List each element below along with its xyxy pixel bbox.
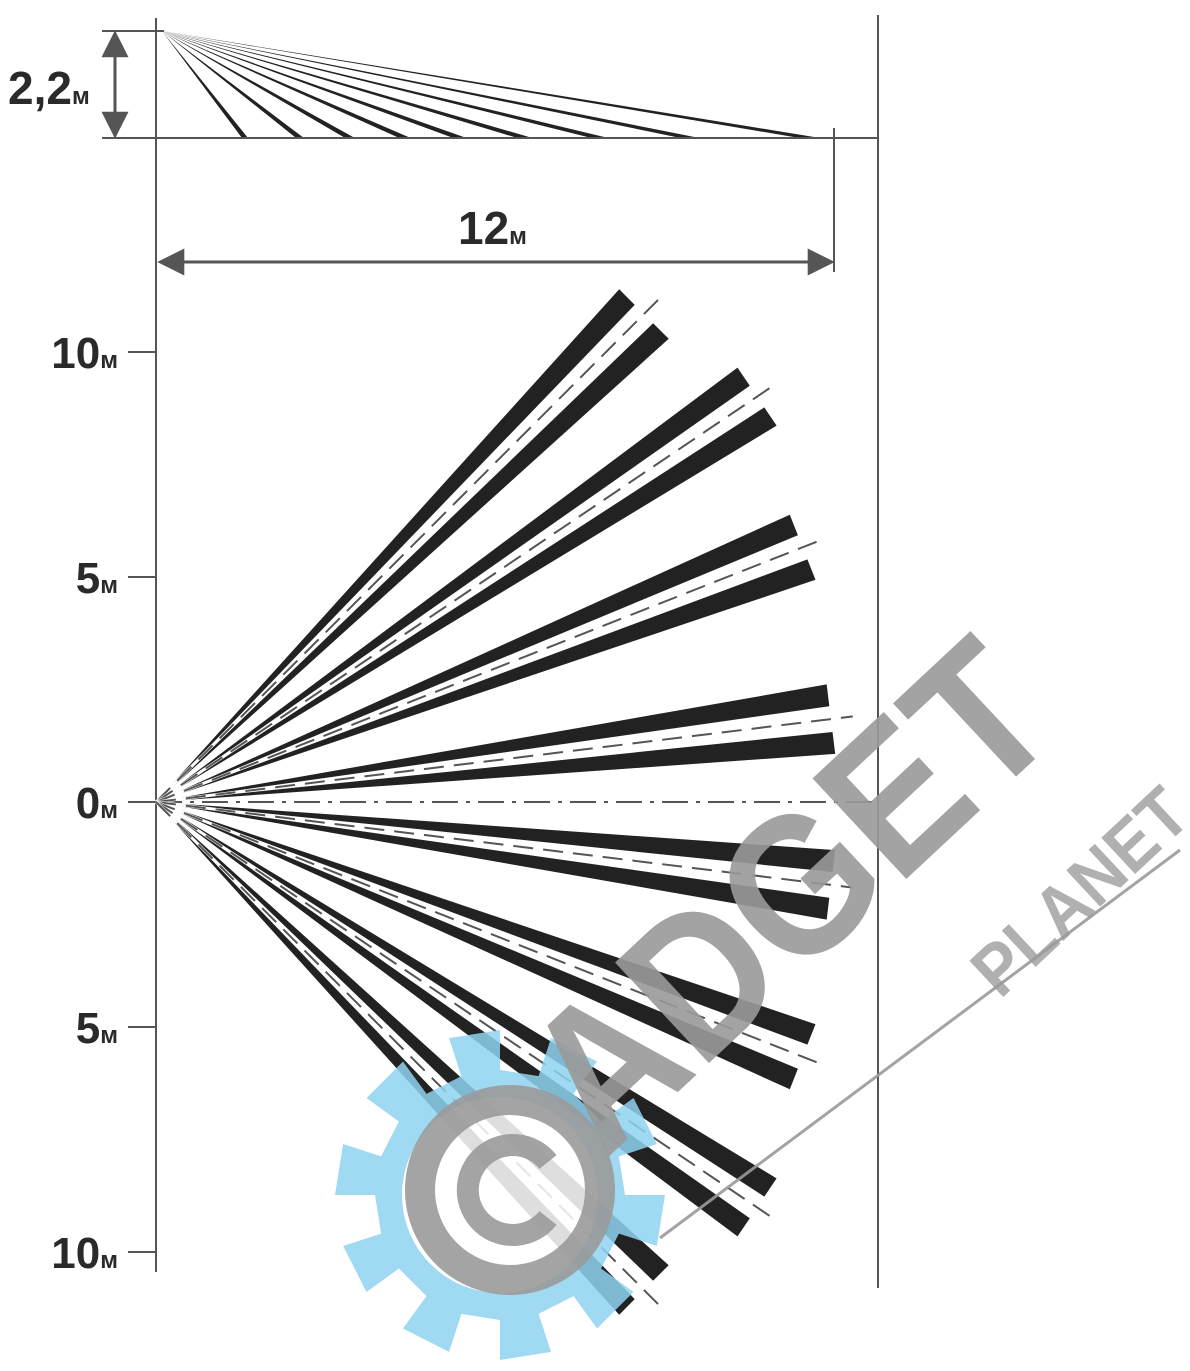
beam-strip <box>156 802 798 1090</box>
side-ray <box>162 31 700 138</box>
beam-strip <box>156 802 777 1197</box>
side-ray <box>162 31 248 138</box>
beam-strip <box>156 559 816 802</box>
height-dimension-unit: м <box>72 83 90 110</box>
width-dimension-value: 12 <box>458 202 509 254</box>
beam-strip <box>156 684 830 802</box>
beam-strip <box>156 802 830 920</box>
side-ray <box>162 31 355 138</box>
beam-strip <box>156 802 836 872</box>
beam-gap <box>155 537 824 804</box>
beam-centerline <box>155 383 776 803</box>
side-view <box>162 31 821 138</box>
copyright-icon <box>405 1085 615 1295</box>
beam-strip <box>156 323 669 802</box>
width-dimension-unit: м <box>509 223 527 250</box>
beam-strip <box>156 514 798 802</box>
beam-strip <box>156 289 635 802</box>
beam-strip <box>156 367 750 802</box>
beam-centerline <box>155 801 776 1221</box>
tick-label: 0м <box>76 779 118 828</box>
side-ray <box>162 31 304 138</box>
beam-strip <box>156 407 777 802</box>
beam-gap <box>154 297 661 804</box>
side-ray <box>162 31 609 138</box>
tick-label: 5м <box>76 1004 118 1053</box>
watermark-rule <box>659 848 1181 1240</box>
height-dimension-label: 2,2м <box>8 62 90 114</box>
beam-strip <box>156 732 836 802</box>
side-ray <box>162 31 533 138</box>
side-ray <box>162 31 411 138</box>
beam-centerline <box>155 801 853 889</box>
beam-strip <box>156 802 816 1045</box>
height-dimension-value: 2,2 <box>8 62 72 114</box>
tick-label: 10м <box>51 1229 118 1278</box>
tick-label: 5м <box>76 554 118 603</box>
side-ray <box>162 31 821 138</box>
beam-gap <box>155 800 824 1067</box>
tick-label: 10м <box>51 329 118 378</box>
copyright-c-glyph <box>456 1134 557 1246</box>
width-dimension-label: 12м <box>458 202 527 254</box>
beam-centerline <box>155 715 853 803</box>
watermark-brand: ADGET <box>482 599 1095 1192</box>
side-ray <box>162 31 467 138</box>
